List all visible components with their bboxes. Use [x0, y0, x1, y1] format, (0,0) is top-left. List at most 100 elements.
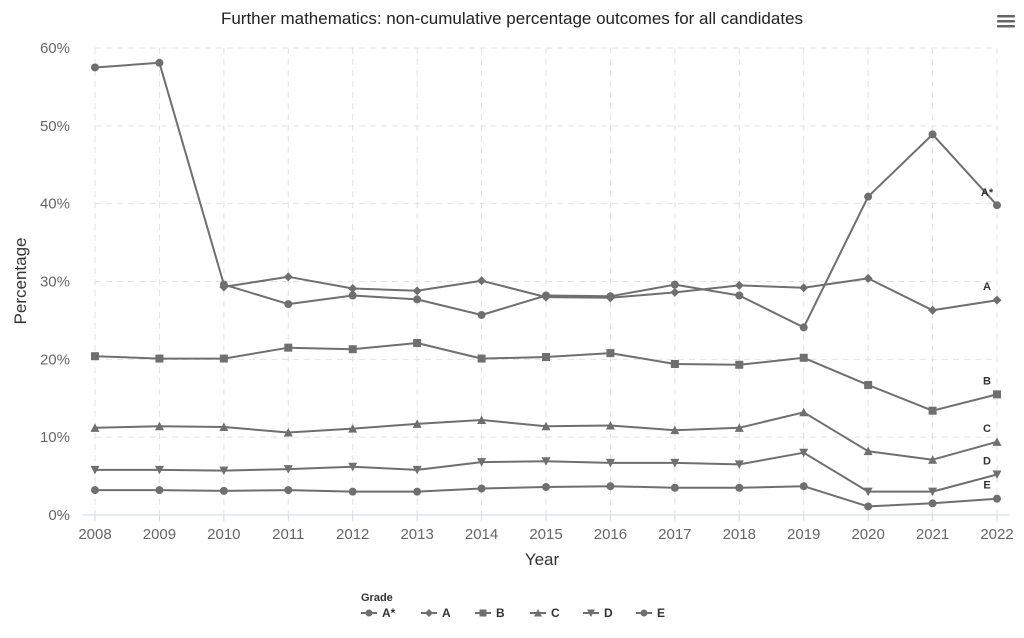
series-b-point	[799, 353, 808, 362]
x-tick-label: 2008	[78, 526, 111, 543]
series-d-point	[992, 470, 1002, 480]
legend-marker	[365, 609, 373, 617]
legend-marker	[640, 609, 648, 617]
legend-label: A*	[382, 606, 396, 620]
legend-title: Grade	[361, 592, 393, 604]
series-e-point	[735, 483, 744, 492]
series-e-point	[606, 482, 615, 491]
series-b-point	[606, 349, 615, 358]
series-a-star-point	[348, 291, 357, 300]
y-axis-label: Percentage	[11, 238, 30, 325]
series-e-point	[348, 487, 357, 496]
series-c-point	[734, 423, 744, 432]
end-labels: A* A B C DE	[981, 187, 994, 491]
y-tick-label: 30%	[40, 274, 70, 291]
series-d	[90, 448, 1002, 497]
series-d-point	[477, 458, 487, 467]
series-c-point	[928, 455, 938, 464]
series-a-star-point	[928, 130, 937, 139]
series-a-star-point	[735, 291, 744, 300]
series-d-end-label: D	[983, 456, 991, 468]
series-e	[91, 482, 1001, 511]
x-tick-label: 2014	[465, 526, 498, 543]
series-a-point	[928, 305, 938, 315]
series-e-point	[413, 487, 422, 496]
legend-marker	[534, 609, 542, 617]
series-c-point	[219, 422, 229, 432]
series-c-point	[541, 421, 551, 431]
series-b-point	[219, 354, 228, 363]
series-b-point	[284, 343, 293, 352]
series-e-point	[993, 494, 1001, 503]
series-d-point	[605, 458, 615, 468]
legend-item-a[interactable]: A	[421, 606, 451, 620]
legend-item-c[interactable]: C	[530, 606, 560, 620]
series-c-point	[863, 446, 873, 456]
legend-item-a-star[interactable]: A*	[361, 606, 396, 620]
series-e-point	[542, 482, 550, 491]
x-tick-label: 2018	[723, 526, 756, 543]
legend-marker	[587, 609, 595, 617]
series-d-point	[283, 465, 293, 474]
series-a-point	[992, 295, 1002, 305]
series-c-point	[412, 419, 422, 428]
x-tick-label: 2021	[916, 526, 949, 543]
y-tick-label: 0%	[48, 507, 70, 524]
series-d-point	[734, 460, 744, 469]
series-d-point	[412, 465, 422, 475]
series-a-star-end-label: A*	[981, 187, 994, 199]
legend-item-d[interactable]: D	[583, 606, 613, 620]
series-c-end-label: C	[983, 423, 991, 435]
series-e-point	[799, 482, 808, 491]
series-a-star-point	[864, 192, 873, 201]
series-a-point	[541, 292, 551, 302]
legend-label: E	[657, 606, 665, 620]
series-c-point	[348, 424, 358, 433]
series-e-point	[91, 486, 99, 495]
series-a-star-point	[799, 323, 808, 332]
legend-item-e[interactable]: E	[636, 606, 665, 620]
x-tick-label: 2016	[594, 526, 627, 543]
series-d-point	[863, 487, 873, 497]
hamburger-menu-icon[interactable]	[992, 6, 1024, 32]
legend-label: C	[551, 606, 560, 620]
series-b-point	[542, 352, 550, 361]
legend-label: B	[496, 606, 505, 620]
series-a-point	[670, 287, 680, 297]
x-tick-label: 2015	[529, 526, 562, 543]
series-a-point	[799, 283, 809, 293]
series-e-point	[477, 484, 486, 493]
x-tick-label: 2013	[400, 526, 433, 543]
legend-item-b[interactable]: B	[475, 606, 505, 620]
series-c	[90, 407, 1002, 464]
series-a-star-point	[284, 300, 293, 309]
series-b-point	[993, 390, 1001, 399]
series-a-point	[412, 286, 422, 296]
series-a-end-label: A	[983, 281, 991, 293]
y-tick-label: 40%	[40, 196, 70, 213]
series-a-star-point	[155, 58, 164, 67]
series-e-point	[928, 499, 937, 508]
series-c-point	[154, 421, 164, 431]
series-b-point	[155, 354, 164, 363]
series-a-point	[348, 284, 358, 294]
series-c-point	[799, 407, 809, 417]
x-tick-label: 2011	[272, 526, 304, 543]
series-d-point	[670, 458, 680, 468]
series-c-point	[283, 427, 293, 437]
grid	[94, 47, 998, 515]
axes: 0% 10% 20% 30% 40% 50% 60% 2008 2009 2010 2011 2012…	[40, 40, 1014, 543]
series-a-star-point	[993, 201, 1001, 210]
y-tick-label: 50%	[40, 118, 70, 135]
series-b-point	[928, 406, 937, 415]
y-tick-label: 10%	[40, 429, 70, 446]
series-e-end-label: E	[983, 480, 990, 492]
series-c-point	[670, 425, 680, 435]
series-a-point	[283, 272, 293, 282]
series-d-point	[799, 448, 809, 458]
series-d-point	[90, 465, 100, 475]
series-a-star-point	[413, 295, 422, 304]
x-tick-label: 2020	[851, 526, 884, 543]
